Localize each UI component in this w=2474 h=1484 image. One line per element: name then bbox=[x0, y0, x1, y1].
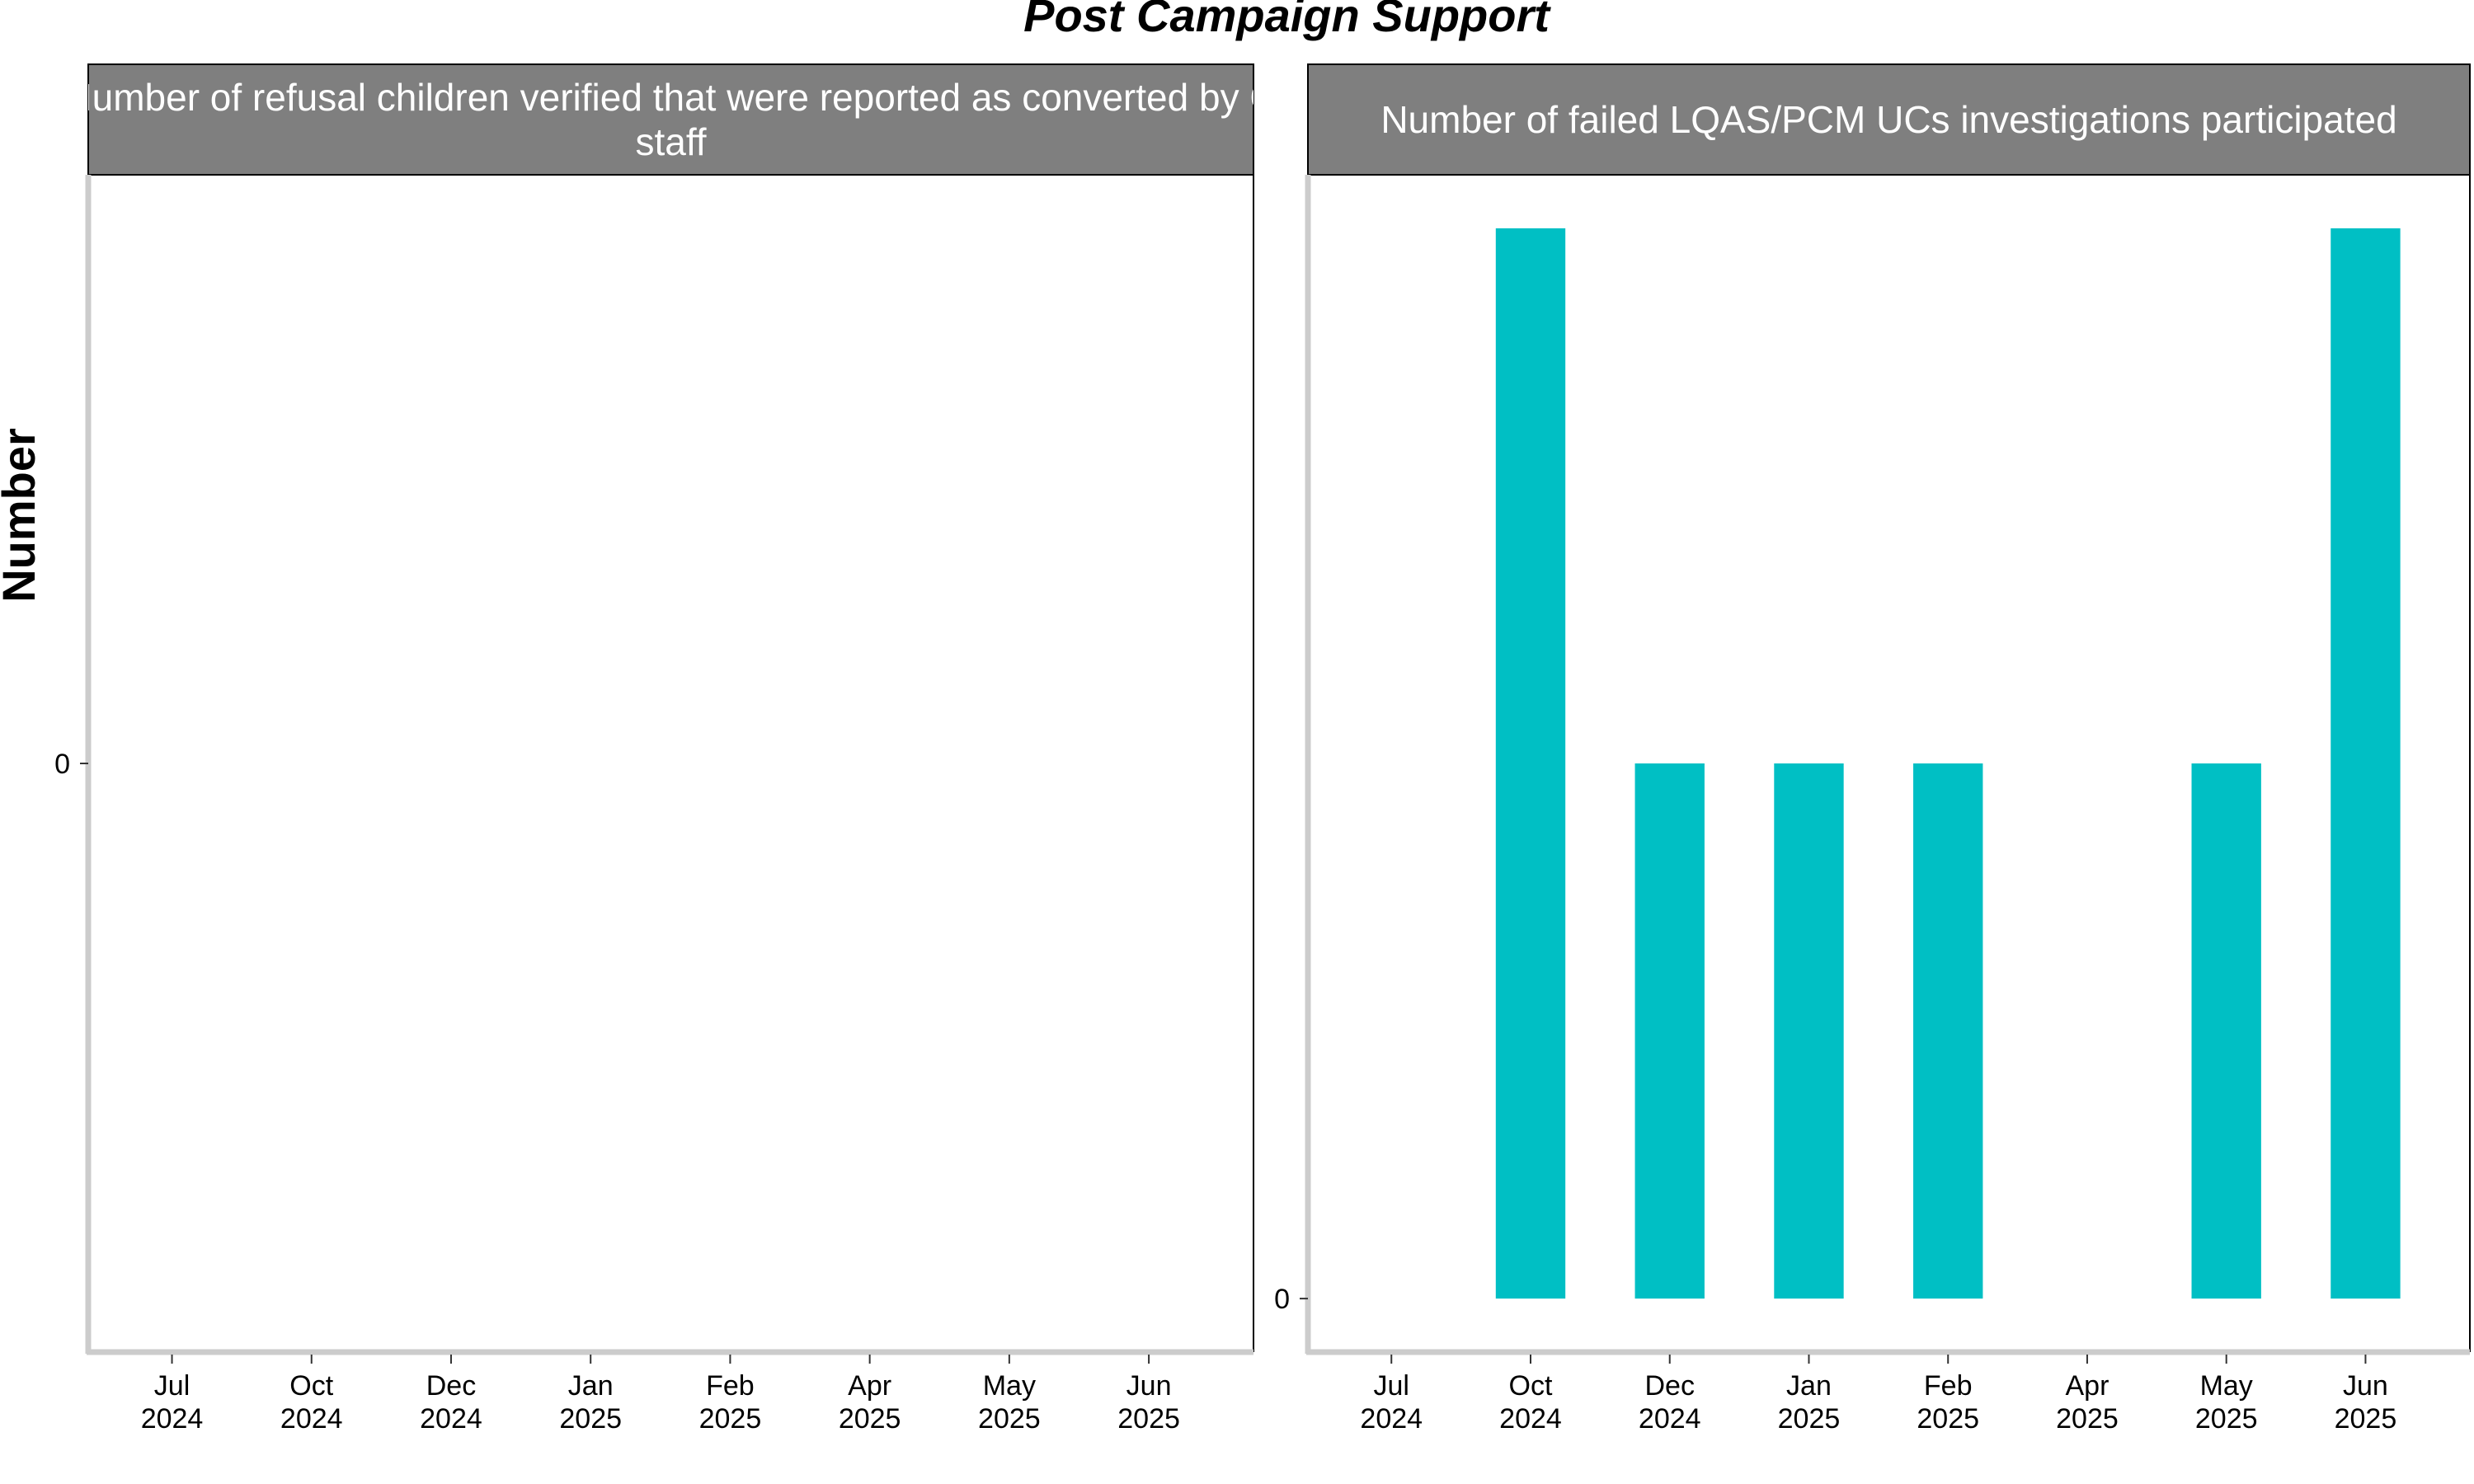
panel-strip bbox=[87, 63, 1254, 176]
x-tick-label-line: 2024 bbox=[1639, 1403, 1701, 1435]
x-tick-label-line: 2024 bbox=[141, 1403, 204, 1435]
x-tick-label: Jan 2025 bbox=[559, 1370, 622, 1435]
x-tick-label-line: Jul bbox=[1374, 1370, 1409, 1402]
x-tick-label-line: Apr bbox=[848, 1370, 891, 1402]
x-tick-label: Jun 2025 bbox=[2335, 1370, 2397, 1435]
x-tick-label-line: Jan bbox=[1786, 1370, 1832, 1402]
panel-strip bbox=[1307, 63, 2471, 176]
x-tick-label-line: Feb bbox=[1924, 1370, 1973, 1402]
panel-title-line: Number of failed LQAS/PCM UCs investigat… bbox=[1380, 98, 2396, 141]
x-tick-label-line: 2025 bbox=[2195, 1403, 2258, 1435]
x-tick-label-line: 2025 bbox=[2056, 1403, 2119, 1435]
x-tick-label-line: Feb bbox=[706, 1370, 755, 1402]
bar bbox=[2331, 228, 2401, 1299]
x-tick-label: Jul 2024 bbox=[141, 1370, 204, 1435]
panel-title: Number of failed LQAS/PCM UCs investigat… bbox=[1380, 98, 2396, 141]
x-tick-label-line: 2025 bbox=[839, 1403, 901, 1435]
x-tick-label: Oct 2024 bbox=[1499, 1370, 1562, 1435]
x-tick-label: May 2025 bbox=[978, 1370, 1041, 1435]
bar bbox=[1495, 228, 1566, 1299]
x-tick-label-line: Apr bbox=[2065, 1370, 2109, 1402]
x-tick-label-line: 2024 bbox=[1499, 1403, 1562, 1435]
x-tick-label: Feb 2025 bbox=[1917, 1370, 1979, 1435]
y-tick-label: 0 bbox=[1274, 1284, 1290, 1315]
x-tick-label-line: Jan bbox=[568, 1370, 614, 1402]
x-tick-label-line: May bbox=[2200, 1370, 2253, 1402]
x-tick-label: Oct 2024 bbox=[280, 1370, 343, 1435]
x-tick-label-line: Jun bbox=[2343, 1370, 2388, 1402]
x-tick-label-line: 2025 bbox=[2335, 1403, 2397, 1435]
bar bbox=[2191, 763, 2261, 1299]
x-tick-label: Apr 2025 bbox=[2056, 1370, 2119, 1435]
x-tick-label: Apr 2025 bbox=[839, 1370, 901, 1435]
x-tick-label-line: 2025 bbox=[1117, 1403, 1180, 1435]
x-tick-label-line: 2024 bbox=[420, 1403, 482, 1435]
panel-title: Number of refusal children verified that… bbox=[64, 76, 1277, 163]
x-tick-label-line: 2025 bbox=[1778, 1403, 1841, 1435]
x-tick-label-line: 2024 bbox=[280, 1403, 343, 1435]
y-tick-label: 0 bbox=[54, 749, 70, 780]
x-tick-label: May 2025 bbox=[2195, 1370, 2258, 1435]
chart-panels: Number of refusal children verified that… bbox=[54, 63, 2471, 1435]
x-tick-label-line: May bbox=[983, 1370, 1036, 1402]
x-tick-label-line: Dec bbox=[426, 1370, 476, 1402]
x-tick-label-line: Jul bbox=[154, 1370, 190, 1402]
bar bbox=[1913, 763, 1983, 1299]
x-tick-label-line: 2025 bbox=[978, 1403, 1041, 1435]
x-tick-label: Feb 2025 bbox=[699, 1370, 762, 1435]
y-axis-label: Number bbox=[0, 428, 45, 603]
x-tick-label: Dec 2024 bbox=[420, 1370, 482, 1435]
x-tick-label-line: 2024 bbox=[1360, 1403, 1423, 1435]
x-tick-label: Jan 2025 bbox=[1778, 1370, 1841, 1435]
x-tick-label: Jul 2024 bbox=[1360, 1370, 1423, 1435]
x-tick-label-line: 2025 bbox=[1917, 1403, 1979, 1435]
x-tick-label-line: 2025 bbox=[559, 1403, 622, 1435]
x-tick-label: Jun 2025 bbox=[1117, 1370, 1180, 1435]
chart-title: Post Campaign Support bbox=[1023, 0, 1551, 41]
panel-title-line: staff bbox=[635, 120, 706, 163]
bar bbox=[1634, 763, 1705, 1299]
x-tick-label-line: Dec bbox=[1644, 1370, 1694, 1402]
x-tick-label-line: 2025 bbox=[699, 1403, 762, 1435]
panel-title-line: Number of refusal children verified that… bbox=[64, 76, 1277, 119]
panel-1: Number of refusal children verified that… bbox=[54, 63, 1277, 1435]
x-tick-label-line: Oct bbox=[1509, 1370, 1553, 1402]
panel-2: Number of failed LQAS/PCM UCs investigat… bbox=[1274, 63, 2471, 1435]
x-tick-label: Dec 2024 bbox=[1639, 1370, 1701, 1435]
bar bbox=[1774, 763, 1844, 1299]
x-tick-label-line: Jun bbox=[1126, 1370, 1172, 1402]
x-tick-label-line: Oct bbox=[289, 1370, 333, 1402]
